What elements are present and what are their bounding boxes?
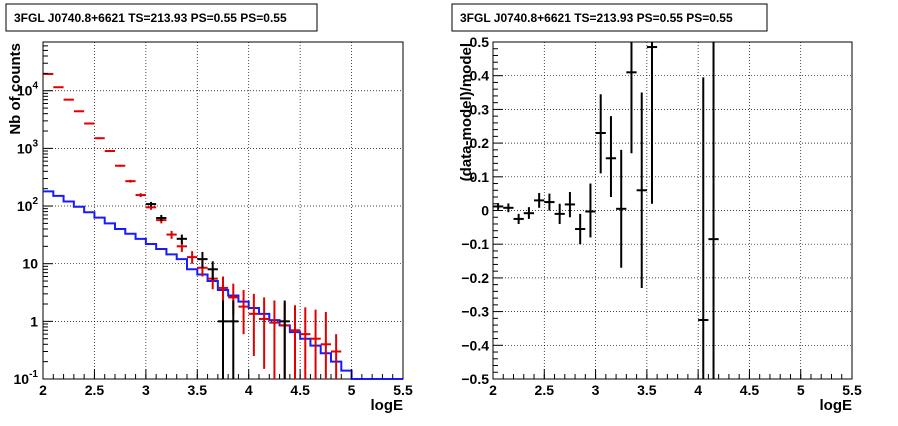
x-tick-label: 3.5	[637, 382, 657, 398]
counts-title: 3FGL J0740.8+6621 TS=213.93 PS=0.55 PS=0…	[14, 11, 287, 25]
y-tick-label: 0.3	[470, 101, 490, 117]
x-tick-label: 5	[348, 382, 356, 398]
y-tick-label: 0.1	[470, 169, 490, 185]
y-tick-label: 0.5	[470, 34, 490, 50]
counts-y-axis-title: Nb of counts	[7, 43, 24, 135]
x-tick-label: 2.5	[85, 382, 105, 398]
x-tick-label: 3	[592, 382, 600, 398]
x-tick-label: 3.5	[188, 382, 208, 398]
counts-grid	[43, 42, 403, 379]
x-tick-label: 5.5	[842, 382, 862, 398]
y-tick-label: 1	[30, 313, 38, 329]
counts-panel: 3FGL J0740.8+6621 TS=213.93 PS=0.55 PS=0…	[5, 3, 413, 414]
residual-title-box	[451, 3, 768, 32]
x-tick-label: 2.5	[535, 382, 555, 398]
x-tick-label: 3	[142, 382, 150, 398]
counts-marks	[43, 73, 403, 380]
residual-x-axis-title: logE	[820, 397, 853, 414]
y-tick-label: 103	[17, 138, 39, 156]
x-tick-label: 5.5	[393, 382, 413, 398]
counts-title-box	[5, 3, 318, 32]
y-tick-label: −0.2	[461, 270, 489, 286]
y-tick-label: 102	[17, 196, 39, 214]
y-tick-label: −0.5	[461, 371, 489, 387]
x-tick-label: 4	[694, 382, 702, 398]
residual-grid	[493, 42, 852, 379]
residual-axis-ticks: 2 2.5 3 3.5 4 4.5 5 5.5 −0.5 −0.4 −0.3 −0.2 −0.1 0 0.1…	[461, 34, 862, 398]
residual-marks	[493, 42, 719, 379]
x-tick-label: 2	[39, 382, 47, 398]
x-tick-label: 4.5	[290, 382, 310, 398]
counts-x-axis-title: logE	[371, 397, 404, 414]
y-tick-label: −0.3	[461, 304, 489, 320]
y-tick-label: 0.4	[470, 68, 490, 84]
y-tick-label: 10-1	[14, 369, 39, 387]
y-tick-label: −0.4	[461, 337, 489, 353]
residual-y-axis-title: (data-model)/model	[458, 43, 475, 181]
x-tick-label: 4	[245, 382, 253, 398]
y-tick-label: −0.1	[461, 236, 489, 252]
x-tick-label: 5	[797, 382, 805, 398]
residual-title: 3FGL J0740.8+6621 TS=213.93 PS=0.55 PS=0…	[460, 11, 733, 25]
residual-panel: 3FGL J0740.8+6621 TS=213.93 PS=0.55 PS=0…	[451, 3, 862, 414]
residual-plot-frame	[492, 41, 853, 380]
x-tick-label: 4.5	[740, 382, 760, 398]
y-tick-label: 0.2	[470, 135, 490, 151]
y-tick-label: 0	[481, 203, 489, 219]
x-tick-label: 2	[489, 382, 497, 398]
y-tick-label: 10	[22, 256, 38, 272]
